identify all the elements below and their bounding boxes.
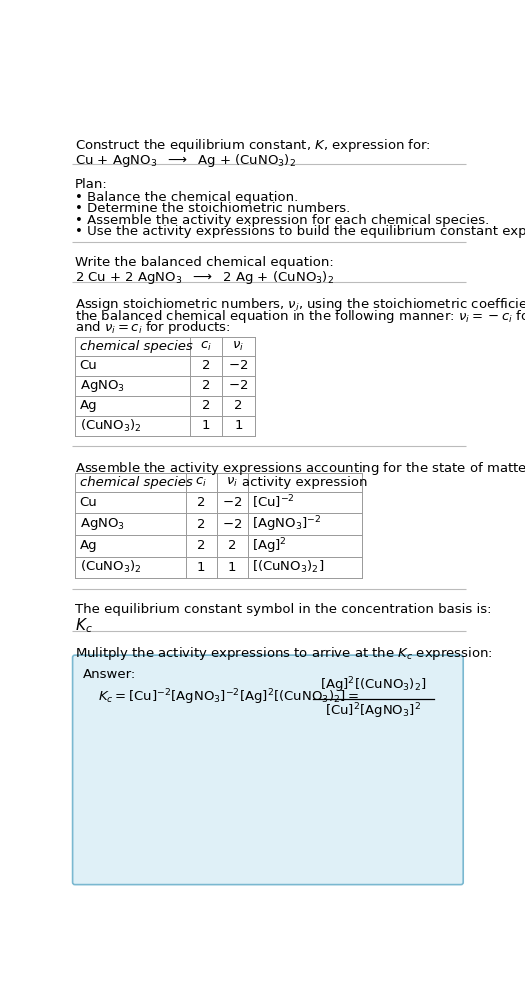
Text: Plan:: Plan: — [75, 178, 108, 191]
Text: 1: 1 — [202, 419, 210, 432]
Text: activity expression: activity expression — [243, 476, 368, 489]
Text: 2 Cu + 2 AgNO$_3$  $\longrightarrow$  2 Ag + (CuNO$_3$)$_2$: 2 Cu + 2 AgNO$_3$ $\longrightarrow$ 2 Ag… — [75, 269, 334, 286]
Text: $c_i$: $c_i$ — [195, 476, 207, 489]
Text: $K_c = [\mathrm{Cu}]^{-2} [\mathrm{AgNO_3}]^{-2} [\mathrm{Ag}]^2 [(\mathrm{CuNO_: $K_c = [\mathrm{Cu}]^{-2} [\mathrm{AgNO_… — [98, 688, 359, 707]
Text: 2: 2 — [202, 399, 210, 412]
Text: chemical species: chemical species — [80, 340, 192, 353]
Text: • Assemble the activity expression for each chemical species.: • Assemble the activity expression for e… — [75, 214, 489, 227]
Text: Mulitply the activity expressions to arrive at the $K_c$ expression:: Mulitply the activity expressions to arr… — [75, 645, 492, 662]
Text: AgNO$_3$: AgNO$_3$ — [80, 516, 124, 532]
Text: $-2$: $-2$ — [228, 379, 248, 392]
Text: Assemble the activity expressions accounting for the state of matter and $\nu_i$: Assemble the activity expressions accoun… — [75, 460, 525, 477]
Text: $\nu_i$: $\nu_i$ — [226, 476, 238, 489]
Text: $c_i$: $c_i$ — [200, 340, 212, 353]
Text: [Cu]$^{-2}$: [Cu]$^{-2}$ — [253, 494, 295, 511]
Text: Cu + AgNO$_3$  $\longrightarrow$  Ag + (CuNO$_3$)$_2$: Cu + AgNO$_3$ $\longrightarrow$ Ag + (Cu… — [75, 152, 296, 169]
Text: Construct the equilibrium constant, $K$, expression for:: Construct the equilibrium constant, $K$,… — [75, 137, 431, 154]
Text: 2: 2 — [202, 379, 210, 392]
Text: 1: 1 — [234, 419, 243, 432]
Text: 1: 1 — [197, 561, 205, 574]
Text: Assign stoichiometric numbers, $\nu_i$, using the stoichiometric coefficients, $: Assign stoichiometric numbers, $\nu_i$, … — [75, 296, 525, 313]
Text: Answer:: Answer: — [82, 668, 136, 681]
Text: [Ag]$^2$: [Ag]$^2$ — [253, 536, 287, 556]
Text: [(CuNO$_3$)$_2$]: [(CuNO$_3$)$_2$] — [253, 559, 325, 575]
Text: $\nu_i$: $\nu_i$ — [233, 340, 245, 353]
Text: 2: 2 — [197, 496, 205, 509]
Text: $[\mathrm{Cu}]^2 [\mathrm{AgNO_3}]^2$: $[\mathrm{Cu}]^2 [\mathrm{AgNO_3}]^2$ — [326, 702, 421, 721]
Text: the balanced chemical equation in the following manner: $\nu_i = -c_i$ for react: the balanced chemical equation in the fo… — [75, 308, 525, 325]
Text: • Determine the stoichiometric numbers.: • Determine the stoichiometric numbers. — [75, 202, 350, 215]
Text: 2: 2 — [197, 518, 205, 531]
Text: 2: 2 — [228, 539, 236, 552]
Text: Ag: Ag — [80, 539, 97, 552]
Text: (CuNO$_3$)$_2$: (CuNO$_3$)$_2$ — [80, 559, 141, 575]
FancyBboxPatch shape — [72, 655, 463, 885]
Text: 2: 2 — [234, 399, 243, 412]
Text: Ag: Ag — [80, 399, 97, 412]
Text: The equilibrium constant symbol in the concentration basis is:: The equilibrium constant symbol in the c… — [75, 603, 491, 616]
Text: $-2$: $-2$ — [222, 518, 243, 531]
Text: • Balance the chemical equation.: • Balance the chemical equation. — [75, 191, 298, 204]
Text: 1: 1 — [228, 561, 236, 574]
Text: $[\mathrm{Ag}]^2 [(\mathrm{CuNO_3})_2]$: $[\mathrm{Ag}]^2 [(\mathrm{CuNO_3})_2]$ — [320, 675, 427, 695]
Text: $-2$: $-2$ — [228, 359, 248, 372]
Text: 2: 2 — [197, 539, 205, 552]
Text: Cu: Cu — [80, 359, 97, 372]
Text: [AgNO$_3$]$^{-2}$: [AgNO$_3$]$^{-2}$ — [253, 514, 322, 534]
Text: chemical species: chemical species — [80, 476, 192, 489]
Text: and $\nu_i = c_i$ for products:: and $\nu_i = c_i$ for products: — [75, 319, 230, 336]
Text: $K_c$: $K_c$ — [75, 616, 92, 635]
Text: 2: 2 — [202, 359, 210, 372]
Text: (CuNO$_3$)$_2$: (CuNO$_3$)$_2$ — [80, 418, 141, 434]
Text: Cu: Cu — [80, 496, 97, 509]
Text: • Use the activity expressions to build the equilibrium constant expression.: • Use the activity expressions to build … — [75, 225, 525, 238]
Text: Write the balanced chemical equation:: Write the balanced chemical equation: — [75, 256, 334, 269]
Text: AgNO$_3$: AgNO$_3$ — [80, 378, 124, 394]
Text: $-2$: $-2$ — [222, 496, 243, 509]
